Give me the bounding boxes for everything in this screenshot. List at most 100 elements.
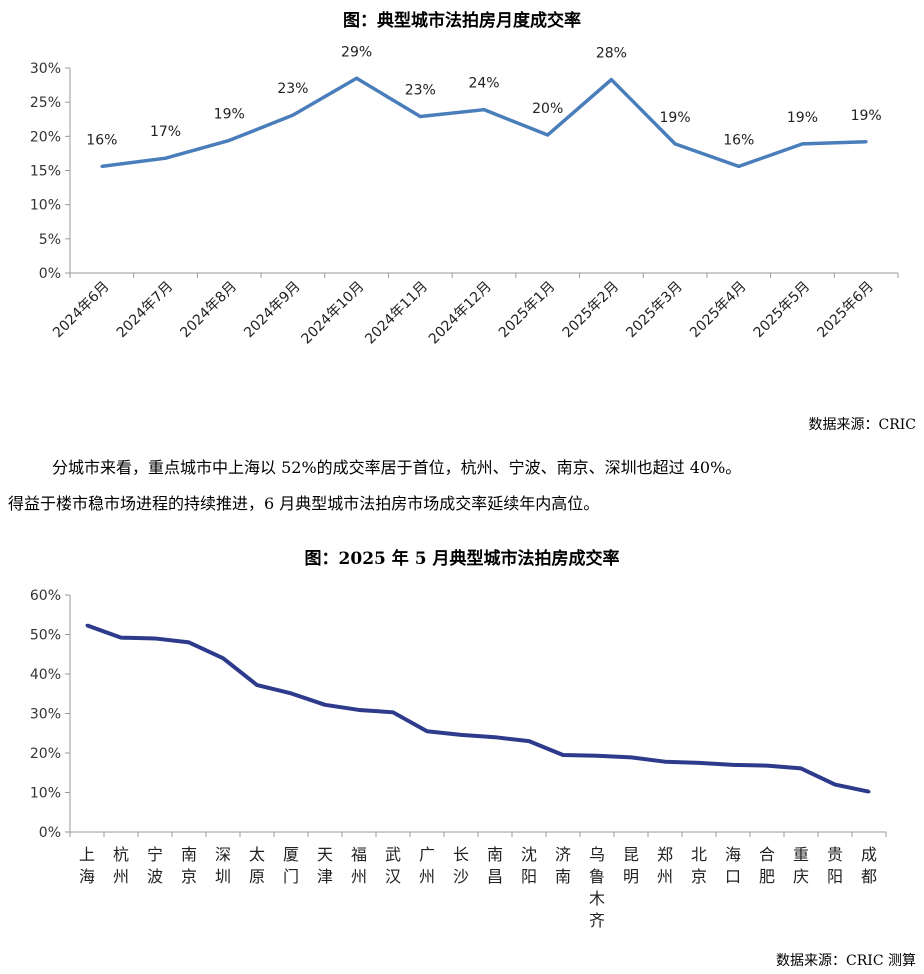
x-tick-label: 乌鲁木齐 [589,845,605,930]
data-point [357,708,361,712]
data-point [187,640,191,644]
data-point [663,760,667,764]
y-tick-label: 0% [39,266,61,282]
x-tick-label: 郑州 [657,845,673,886]
data-point [493,735,497,739]
paragraph-line-1: 分城市来看，重点城市中上海以 52%的成交率居于首位，杭州、宁波、南京、深圳也超… [52,458,742,477]
data-label: 29% [341,44,372,60]
x-tick-label: 2024年10月 [299,279,368,348]
data-point [737,164,741,168]
data-point [673,142,677,146]
x-tick-label: 2025年1月 [496,279,559,342]
x-tick-label: 北京 [691,845,707,886]
x-tick-label: 昆明 [623,845,639,886]
data-point [867,790,871,794]
data-point [799,766,803,770]
x-tick-label: 合肥 [759,845,775,886]
y-tick-label: 5% [39,232,61,248]
x-tick-label: 2024年6月 [50,279,113,342]
y-tick-label: 20% [30,129,61,145]
data-point [85,623,89,627]
x-tick-label: 南昌 [487,845,503,886]
chart2-source: 数据来源：CRIC 测算 [776,953,916,969]
data-point [765,764,769,768]
x-tick-label: 贵阳 [827,845,843,886]
y-tick-label: 30% [30,707,61,723]
x-tick-label: 2024年7月 [114,279,177,342]
data-label: 19% [660,110,691,126]
x-tick-label: 2025年6月 [814,279,877,342]
data-point [864,140,868,144]
x-tick-label: 2025年4月 [687,279,750,342]
x-tick-label: 南京 [181,845,197,886]
data-point [227,138,231,142]
x-tick-label: 2025年5月 [751,279,814,342]
y-tick-label: 20% [30,746,61,762]
data-point [391,710,395,714]
y-tick-label: 10% [30,786,61,802]
data-label: 20% [532,101,563,117]
y-tick-label: 15% [30,164,61,180]
x-tick-label: 2024年11月 [362,279,431,348]
x-tick-label: 重庆 [793,845,809,886]
data-point [164,156,168,160]
data-point [482,108,486,112]
x-tick-label: 广州 [419,845,435,886]
data-point [355,76,359,80]
y-tick-label: 60% [30,588,61,604]
data-point [289,691,293,695]
data-point [731,763,735,767]
data-label: 16% [86,132,117,148]
data-point [255,683,259,687]
x-tick-label: 长沙 [453,845,469,886]
x-tick-label: 福州 [351,845,367,886]
data-point [291,113,295,117]
x-tick-label: 深圳 [215,845,231,886]
x-tick-label: 海口 [725,845,741,886]
chart1-title: 图：典型城市法拍房月度成交率 [343,11,581,31]
x-tick-label: 沈阳 [521,845,537,886]
x-tick-label: 2024年12月 [426,279,495,348]
city-rate-chart: 0% 10% 20% 30% 40% 50% 60% 上海杭州宁波南京深圳太原厦门天津福州武汉… [30,588,887,930]
x-tick-label: 2024年8月 [177,279,240,342]
monthly-rate-chart: 0% 5% 10% 15% 20% 25% 30% 16% 17% 19% 23% 29% 23% 24%… [30,44,899,348]
x-tick-label: 厦门 [283,845,299,886]
data-point [418,115,422,119]
data-point [425,729,429,733]
y-tick-label: 10% [30,198,61,214]
data-point [221,656,225,660]
paragraph-line-2: 得益于楼市稳市场进程的持续推进，6 月典型城市法拍房市场成交率延续年内高位。 [8,494,600,513]
data-point [629,755,633,759]
data-point [100,164,104,168]
data-label: 23% [405,83,436,99]
x-tick-label: 天津 [317,845,333,886]
data-point [609,78,613,82]
x-tick-label: 2025年3月 [623,279,686,342]
data-point [595,754,599,758]
series-line [86,623,870,794]
data-label: 23% [277,81,308,97]
y-tick-label: 30% [30,61,61,77]
data-label: 28% [596,46,627,62]
data-point [323,703,327,707]
x-tick-label: 宁波 [147,845,163,886]
x-tick-label: 2024年9月 [241,279,304,342]
y-tick-label: 25% [30,95,61,111]
x-tick-label: 成都 [861,845,877,886]
data-point [833,783,837,787]
x-tick-label: 2025年2月 [560,279,623,342]
data-point [459,733,463,737]
x-tick-label: 武汉 [385,845,401,886]
data-point [546,133,550,137]
y-tick-label: 40% [30,667,61,683]
data-point [561,753,565,757]
data-point [697,761,701,765]
data-label: 16% [723,132,754,148]
x-tick-label: 上海 [79,845,95,886]
x-tick-label: 济南 [555,845,571,886]
chart2-title: 图：2025 年 5 月典型城市法拍房成交率 [304,549,620,569]
data-label: 24% [468,76,499,92]
y-tick-label: 0% [39,825,61,841]
data-point [527,739,531,743]
data-label: 19% [214,106,245,122]
